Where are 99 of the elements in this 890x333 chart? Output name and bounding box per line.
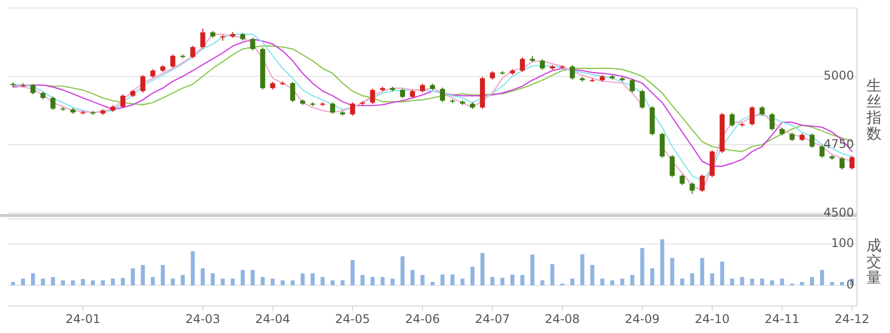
bar	[710, 273, 714, 286]
bar	[400, 256, 405, 286]
bar	[770, 280, 774, 286]
bar	[410, 270, 415, 286]
bar	[170, 278, 175, 286]
bar	[820, 270, 824, 286]
bar	[300, 273, 305, 286]
bar	[350, 260, 355, 286]
bar	[800, 282, 804, 286]
bar	[150, 277, 155, 286]
bar	[370, 277, 375, 286]
bar	[630, 274, 634, 286]
bar	[40, 278, 45, 286]
bar	[340, 280, 345, 286]
bar	[700, 258, 704, 286]
bar	[490, 277, 494, 286]
bar	[450, 274, 454, 286]
x-tick-label: 24-06	[405, 312, 440, 326]
bar	[760, 278, 764, 286]
bar	[260, 277, 265, 286]
bar	[810, 277, 814, 286]
bar	[60, 280, 65, 286]
bar	[500, 278, 504, 286]
bar	[50, 277, 55, 286]
x-tick-label: 24-12	[834, 312, 870, 326]
bar	[610, 280, 614, 286]
bar	[230, 278, 235, 286]
bar	[180, 274, 185, 286]
x-tick-label: 24-07	[474, 312, 510, 326]
y-axis-title: 成交量	[866, 236, 882, 287]
bar	[440, 274, 444, 286]
bar	[420, 274, 425, 286]
bar	[130, 268, 135, 286]
bar	[670, 258, 674, 286]
bar	[310, 273, 315, 286]
bar	[830, 282, 834, 286]
bar	[140, 264, 145, 286]
bar	[270, 278, 275, 286]
bar	[120, 278, 125, 286]
bar	[290, 280, 295, 286]
bar	[110, 278, 115, 286]
bar	[100, 280, 105, 286]
bar	[70, 280, 75, 286]
bar	[750, 278, 754, 286]
bar	[730, 278, 734, 286]
bar	[320, 277, 325, 286]
bar	[460, 278, 464, 286]
bar	[780, 278, 784, 286]
bar	[600, 278, 604, 286]
bar	[740, 277, 744, 286]
bar	[430, 282, 434, 286]
bar	[90, 280, 95, 286]
bar	[190, 251, 195, 286]
bar	[580, 254, 584, 286]
bar	[20, 278, 25, 286]
bar	[590, 264, 594, 286]
bar	[210, 273, 215, 286]
x-tick-label: 24-04	[255, 312, 290, 326]
bar	[390, 278, 395, 286]
x-tick-label: 24-01	[65, 312, 100, 326]
bar	[200, 268, 205, 286]
bar	[650, 268, 654, 286]
x-tick-label: 24-09	[624, 312, 660, 326]
bar	[640, 248, 644, 286]
bar	[660, 239, 664, 286]
bar	[620, 278, 624, 286]
y-tick-label: 5000	[823, 68, 854, 83]
bar	[690, 273, 694, 286]
x-tick-label: 24-11	[764, 312, 800, 326]
bar	[240, 270, 245, 286]
bar	[30, 273, 35, 286]
y-tick-label: 100	[831, 236, 854, 250]
bar	[280, 280, 285, 286]
bar	[680, 278, 684, 286]
bar	[840, 282, 844, 286]
y-tick-label: 0	[846, 278, 854, 292]
bar	[550, 264, 554, 286]
bar	[570, 278, 574, 286]
bar	[250, 270, 255, 286]
bar	[80, 279, 85, 286]
bar	[160, 264, 165, 286]
bar	[10, 282, 15, 286]
bar	[510, 274, 514, 286]
bar	[530, 254, 534, 286]
x-tick-label: 24-05	[335, 312, 370, 326]
bar	[380, 277, 385, 286]
bar	[480, 252, 484, 286]
bar	[220, 278, 225, 286]
bar	[330, 280, 335, 286]
x-tick-label: 24-10	[694, 312, 730, 326]
x-tick-label: 24-08	[544, 312, 580, 326]
bar	[470, 266, 474, 286]
bar	[520, 274, 524, 286]
y-tick-label: 4500	[823, 205, 854, 220]
y-axis-title: 生丝指数	[866, 76, 882, 143]
bar	[360, 274, 365, 286]
bar	[540, 280, 544, 286]
x-tick-label: 24-03	[185, 312, 220, 326]
bar	[720, 262, 724, 286]
